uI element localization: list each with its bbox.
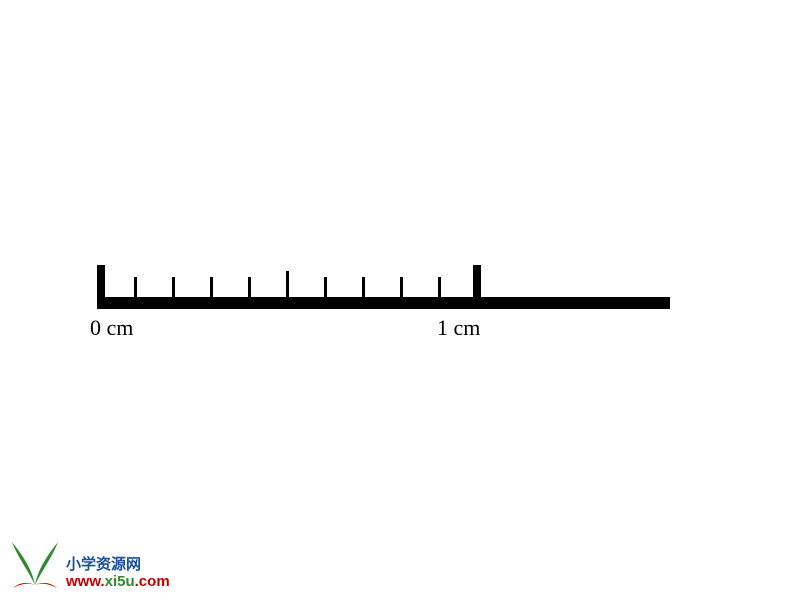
tick-minor xyxy=(172,277,175,297)
watermark-logo-icon xyxy=(10,540,60,590)
tick-major xyxy=(473,265,481,297)
tick-minor xyxy=(362,277,365,297)
watermark-title: 小学资源网 xyxy=(66,557,170,574)
tick-minor xyxy=(210,277,213,297)
watermark-url: www.xi5u.com xyxy=(66,574,170,591)
tick-minor xyxy=(324,277,327,297)
watermark-text: 小学资源网 www.xi5u.com xyxy=(66,557,170,590)
tick-minor xyxy=(248,277,251,297)
tick-minor xyxy=(134,277,137,297)
watermark: 小学资源网 www.xi5u.com xyxy=(10,540,170,590)
label-1cm: 1 cm xyxy=(437,315,480,341)
tick-start xyxy=(97,265,105,297)
tick-minor xyxy=(438,277,441,297)
label-0cm: 0 cm xyxy=(90,315,133,341)
ruler-baseline xyxy=(97,297,670,309)
tick-minor xyxy=(286,271,289,297)
tick-minor xyxy=(400,277,403,297)
ruler-diagram: 0 cm1 cm xyxy=(97,297,670,298)
